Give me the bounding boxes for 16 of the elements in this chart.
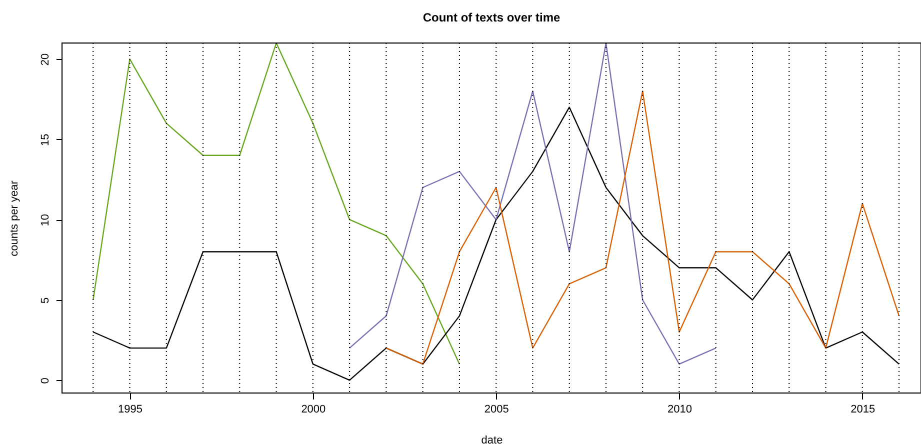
y-axis-title: counts per year — [8, 180, 20, 256]
x-axis-title: date — [481, 434, 503, 446]
chart-title: Count of texts over time — [422, 10, 560, 24]
line-series — [348, 43, 716, 365]
line-series — [92, 43, 460, 365]
x-tick-label: 2000 — [301, 404, 326, 416]
y-tick-label: 10 — [40, 214, 52, 226]
y-tick-label: 5 — [40, 297, 52, 304]
x-tick-label: 2005 — [484, 404, 509, 416]
y-tick-label: 15 — [40, 134, 52, 146]
x-tick-label: 2015 — [850, 404, 876, 416]
line-series — [386, 90, 900, 365]
y-tick-label: 0 — [40, 378, 52, 384]
x-tick-label: 2010 — [667, 404, 692, 416]
x-tick-label: 1995 — [118, 404, 143, 416]
y-tick-label: 20 — [40, 53, 52, 66]
